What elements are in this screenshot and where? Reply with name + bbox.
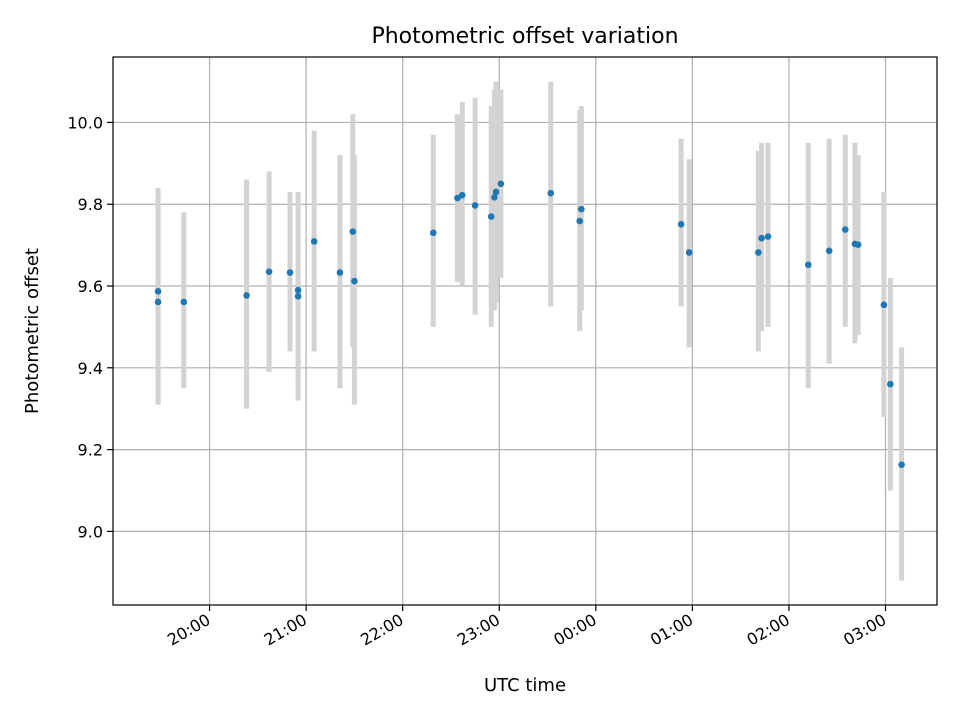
data-point xyxy=(429,229,437,237)
y-tick-label: 9.8 xyxy=(78,195,103,214)
y-axis-label: Photometric offset xyxy=(22,248,43,414)
data-point xyxy=(154,288,162,295)
data-point xyxy=(492,188,500,196)
data-point xyxy=(458,191,466,199)
data-point xyxy=(547,189,555,197)
data-point xyxy=(578,205,585,213)
data-point xyxy=(854,241,862,249)
x-tick-label: 00:00 xyxy=(550,610,599,650)
data-point xyxy=(576,217,584,225)
x-tick-label: 01:00 xyxy=(647,610,696,650)
y-tick-label: 9.2 xyxy=(78,441,103,460)
x-tick-label: 02:00 xyxy=(744,610,793,650)
x-axis: 20:00 21:00 22:00 23:00 00:00 01:00 02:00 03:00 xyxy=(164,605,890,650)
data-point xyxy=(755,249,762,256)
data-point xyxy=(154,298,162,306)
plot-frame xyxy=(112,56,938,606)
data-point xyxy=(497,180,505,188)
data-point xyxy=(286,269,294,276)
y-tick-label: 9.4 xyxy=(78,359,103,378)
x-tick-label: 21:00 xyxy=(261,610,310,650)
grid xyxy=(113,57,937,605)
data-point xyxy=(243,292,250,299)
chart-title: Photometric offset variation xyxy=(371,24,678,49)
data-point xyxy=(898,461,905,469)
data-point xyxy=(310,238,318,245)
x-tick-label: 22:00 xyxy=(357,610,406,650)
data-point xyxy=(349,228,357,235)
data-point xyxy=(491,193,498,201)
data-point xyxy=(336,269,344,276)
x-tick-label: 23:00 xyxy=(454,610,503,650)
data-point xyxy=(880,301,888,309)
data-point xyxy=(887,380,894,388)
y-tick-label: 10.0 xyxy=(67,113,103,132)
x-tick-label: 03:00 xyxy=(840,610,889,650)
data-point xyxy=(825,247,833,255)
data-point xyxy=(180,298,188,306)
data-point xyxy=(471,202,479,209)
x-axis-label: UTC time xyxy=(484,675,566,696)
y-tick-label: 9.0 xyxy=(78,522,103,541)
data-point xyxy=(265,268,273,276)
data-point xyxy=(685,249,693,256)
data-point xyxy=(841,226,849,233)
y-tick-label: 9.6 xyxy=(78,277,103,296)
data-point xyxy=(804,261,812,269)
y-axis: 9.0 9.2 9.4 9.6 9.8 10.0 xyxy=(67,113,113,541)
x-tick-label: 20:00 xyxy=(164,610,213,650)
data-points xyxy=(154,180,905,469)
data-point xyxy=(294,286,302,294)
data-point xyxy=(764,233,772,240)
data-point xyxy=(294,292,302,300)
data-point xyxy=(454,194,461,202)
data-point xyxy=(351,277,358,285)
data-point xyxy=(758,234,765,242)
plot-background xyxy=(113,57,937,605)
data-point xyxy=(487,213,495,220)
data-point xyxy=(677,220,685,228)
